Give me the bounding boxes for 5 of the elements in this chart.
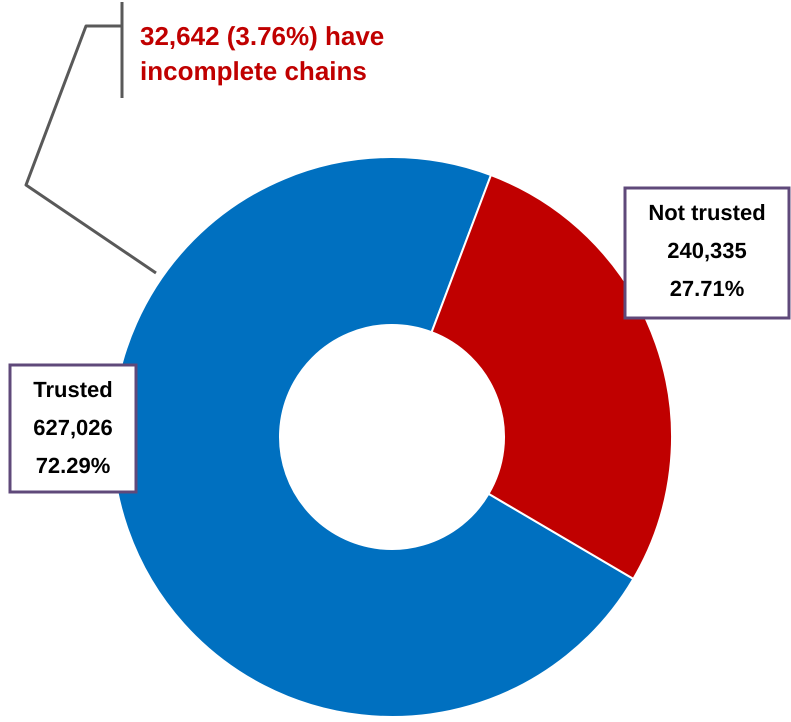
slice-label: Trusted (33, 377, 113, 402)
slice-label: Not trusted (648, 200, 766, 225)
text: 32,642 (3.76%) have incomplete chains (140, 21, 384, 86)
data-label: 240,335 27.71% (667, 238, 747, 301)
data-label: 627,026 72.29% (33, 415, 113, 478)
